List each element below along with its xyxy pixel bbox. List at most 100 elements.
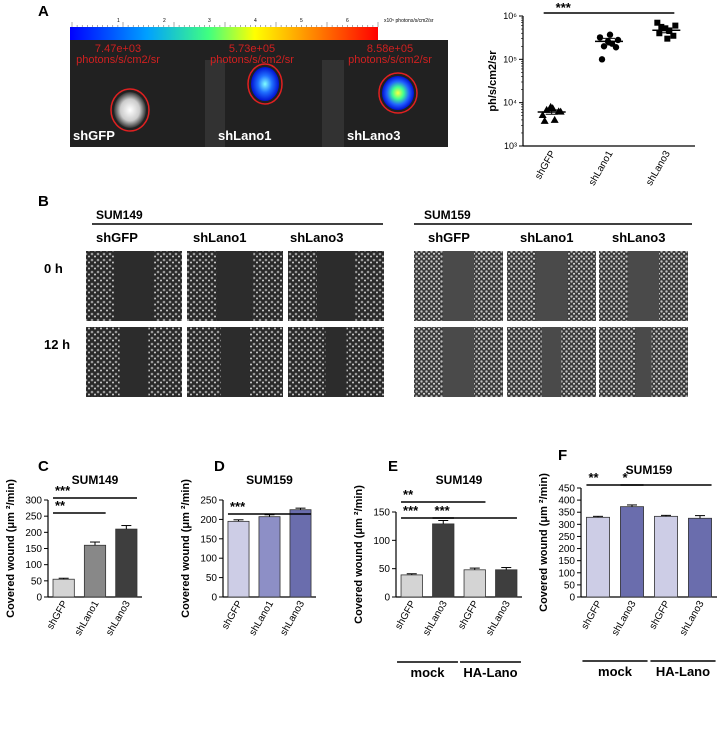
wound-healing-grid: SUM149 shGFP shLano1 shLano3 SUM159 shGF… bbox=[44, 208, 692, 397]
y-tick-label: 250 bbox=[25, 512, 42, 523]
y-axis-label: Covered wound (μm ²/min) bbox=[538, 473, 550, 612]
y-axis-label: Covered wound (μm ²/min) bbox=[180, 479, 192, 618]
y-tick-label: 200 bbox=[25, 528, 42, 539]
y-tick-label: 100 bbox=[200, 554, 217, 565]
y-tick-label: 100 bbox=[373, 536, 390, 547]
group-label: mock bbox=[598, 664, 633, 679]
bar bbox=[654, 515, 678, 598]
significance-stars: *** bbox=[55, 483, 71, 498]
colorbar-unit: x10⁵ photons/s/cm2/sr bbox=[384, 18, 434, 24]
wound-gap bbox=[325, 327, 347, 397]
tumor-signal-shgfp bbox=[114, 92, 146, 128]
x-tick-label: shLano3 bbox=[610, 599, 639, 638]
bar bbox=[258, 516, 281, 598]
bar bbox=[495, 569, 518, 598]
colorbar bbox=[70, 27, 378, 40]
chart-title: SUM149 bbox=[436, 473, 483, 487]
x-tick-label: shGFP bbox=[580, 599, 605, 632]
colorbar-tick: 5 bbox=[300, 18, 303, 24]
data-point bbox=[538, 110, 547, 118]
bar bbox=[432, 523, 455, 598]
wound-gap bbox=[220, 327, 250, 397]
y-tick-label: 150 bbox=[200, 534, 217, 545]
mouse-label-shgfp: shGFP bbox=[73, 128, 115, 143]
group-label: mock bbox=[411, 665, 446, 680]
y-tick-label: 300 bbox=[25, 496, 42, 507]
data-point bbox=[600, 43, 608, 50]
group-label: HA-Lano bbox=[656, 664, 710, 679]
data-point bbox=[672, 22, 679, 29]
panel-label-a: A bbox=[38, 3, 49, 20]
chart-a-luminescence: ph/s/cm2/sr 10³ 10⁴ 10⁵ 10⁶ shGFP shLano1 shLan… bbox=[487, 0, 695, 188]
significance-stars: * bbox=[622, 470, 628, 485]
y-axis-label: ph/s/cm2/sr bbox=[487, 50, 499, 112]
chart-d-sum159: SUM159 Covered wound (μm ²/min) 0 50 100 150 2… bbox=[180, 473, 316, 638]
data-point bbox=[612, 44, 620, 51]
wound-gap bbox=[316, 251, 356, 321]
y-tick-label: 10⁴ bbox=[503, 98, 517, 108]
bar bbox=[227, 520, 250, 598]
x-tick-label: shLano1 bbox=[73, 599, 102, 638]
x-tick-label: shGFP bbox=[533, 149, 558, 182]
significance-stars: *** bbox=[403, 503, 419, 518]
x-tick-label: shGFP bbox=[220, 599, 245, 632]
significance-stars: ** bbox=[588, 470, 599, 485]
wound-gap bbox=[442, 327, 475, 397]
y-tick-label: 0 bbox=[36, 593, 42, 604]
bioluminescence-image: 1 2 3 4 5 6 x10⁵ photons/s/cm2/sr 7.47e+… bbox=[70, 18, 448, 147]
x-tick-label: shLano1 bbox=[587, 149, 616, 188]
wound-gap bbox=[216, 251, 254, 321]
roi-unit-shlano1: photons/s/cm2/sr bbox=[210, 54, 294, 66]
tumor-signal-shlano1 bbox=[251, 67, 279, 101]
y-tick-label: 0 bbox=[211, 593, 217, 604]
wound-gap bbox=[442, 251, 475, 321]
bar bbox=[115, 528, 138, 598]
data-point bbox=[614, 36, 622, 44]
significance-stars: *** bbox=[556, 0, 572, 15]
y-tick-label: 150 bbox=[558, 556, 575, 567]
wound-gap bbox=[535, 251, 568, 321]
y-tick-label: 250 bbox=[558, 532, 575, 543]
data-point bbox=[670, 32, 677, 39]
group-label: HA-Lano bbox=[463, 665, 517, 680]
colorbar-tick: 2 bbox=[163, 18, 166, 24]
roi-value-shgfp: 7.47e+03 bbox=[95, 43, 141, 55]
panel-label-e: E bbox=[388, 458, 398, 475]
chart-title: SUM159 bbox=[246, 473, 293, 487]
data-point bbox=[598, 56, 606, 63]
mouse-label-shlano3: shLano3 bbox=[347, 128, 400, 143]
x-tick-label: shLano3 bbox=[484, 599, 513, 638]
colorbar-tick: 1 bbox=[117, 18, 120, 24]
data-point bbox=[606, 31, 614, 38]
column-label-shlano3: shLano3 bbox=[612, 230, 665, 245]
y-tick-label: 100 bbox=[558, 568, 575, 579]
bar bbox=[400, 574, 423, 598]
y-tick-label: 100 bbox=[25, 560, 42, 571]
significance-stars: ** bbox=[55, 498, 66, 513]
y-tick-label: 150 bbox=[25, 544, 42, 555]
y-tick-label: 50 bbox=[206, 573, 218, 584]
colorbar-tick: 6 bbox=[346, 18, 349, 24]
wound-gap bbox=[119, 327, 149, 397]
data-point bbox=[540, 116, 549, 124]
bar bbox=[463, 569, 486, 598]
significance-stars: *** bbox=[435, 503, 451, 518]
y-tick-label: 300 bbox=[558, 520, 575, 531]
x-tick-label: shLano1 bbox=[247, 599, 276, 638]
significance-stars: ** bbox=[403, 487, 414, 502]
y-tick-label: 50 bbox=[564, 580, 576, 591]
x-tick-label: shGFP bbox=[45, 599, 70, 632]
x-tick-label: shLano3 bbox=[104, 599, 133, 638]
cell-line-title-sum159: SUM159 bbox=[424, 208, 471, 222]
data-point bbox=[658, 23, 665, 30]
chart-title: SUM159 bbox=[626, 463, 673, 477]
data-point bbox=[548, 104, 557, 112]
bar bbox=[688, 517, 712, 598]
wound-gap bbox=[541, 327, 562, 397]
y-tick-label: 200 bbox=[200, 515, 217, 526]
significance-stars: *** bbox=[230, 499, 246, 514]
column-label-shgfp: shGFP bbox=[428, 230, 470, 245]
bar bbox=[586, 516, 610, 598]
colorbar-tick: 4 bbox=[254, 18, 257, 24]
cell-line-title-sum149: SUM149 bbox=[96, 208, 143, 222]
